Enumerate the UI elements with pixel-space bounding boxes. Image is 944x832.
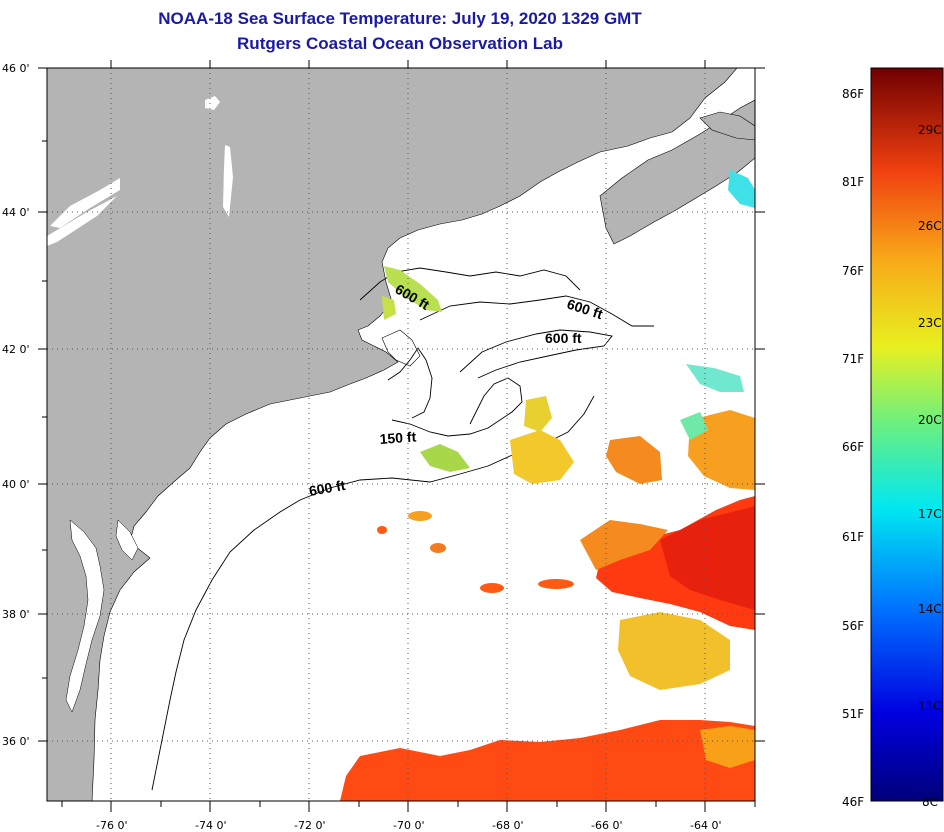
sst-patch-green [382, 296, 396, 320]
colorbar-c-label: 23C [918, 316, 942, 330]
lake [223, 145, 233, 217]
map-subtitle: Rutgers Coastal Ocean Observation Lab [237, 34, 563, 53]
colorbar-f-label: 71F [842, 352, 864, 366]
lake [47, 196, 117, 246]
sst-patch-cyan [728, 170, 755, 208]
contour-label: 600 ft [308, 477, 347, 499]
colorbar-c-label: 26C [918, 219, 942, 233]
delaware-bay [115, 519, 139, 561]
colorbar-f-label: 46F [842, 795, 864, 809]
map-gridlines [47, 68, 755, 801]
land-east-island [699, 111, 755, 141]
lon-label: -68 0' [492, 819, 524, 832]
colorbar-c-label: 11C [918, 699, 942, 713]
temperature-colorbar [870, 67, 944, 802]
sst-patch-yellow [524, 396, 552, 432]
sst-patch-warm [340, 720, 755, 801]
sst-patch-orange [606, 436, 662, 484]
lat-label: 36 0' [2, 735, 30, 748]
sst-patch-orange [408, 511, 432, 521]
sst-patch-green [384, 266, 442, 312]
lat-label: 38 0' [2, 608, 30, 621]
lat-label: 40 0' [2, 478, 30, 491]
lat-label: 44 0' [2, 206, 30, 219]
lon-label: -64 0' [690, 819, 722, 832]
sst-patch-hot [660, 506, 755, 610]
sst-patch-orange [580, 520, 668, 570]
cape-cod [381, 329, 421, 367]
lake [205, 96, 220, 110]
colorbar-f-label: 61F [842, 530, 864, 544]
map-title: NOAA-18 Sea Surface Temperature: July 19… [158, 9, 642, 28]
lon-label: -70 0' [393, 819, 425, 832]
colorbar-f-label: 51F [842, 707, 864, 721]
colorbar-c-label: 29C [918, 123, 942, 137]
colorbar-c-label: 8C [922, 795, 938, 809]
sst-patch-cyan [686, 364, 744, 392]
colorbar-c-label: 20C [918, 413, 942, 427]
sst-patch-orange [480, 583, 504, 593]
chesapeake-bay [65, 519, 105, 713]
colorbar-c-label: 17C [918, 507, 942, 521]
colorbar-f-label: 86F [842, 87, 864, 101]
lon-label: -66 0' [591, 819, 623, 832]
lat-label: 42 0' [2, 343, 30, 356]
axis-ticks [38, 60, 765, 812]
sst-patch-yellow [618, 612, 730, 690]
lon-label: -72 0' [294, 819, 326, 832]
colorbar-f-label: 76F [842, 264, 864, 278]
land-mainland [47, 68, 738, 801]
sst-patch-orange [377, 526, 387, 534]
contour-label: 600 ft [545, 330, 582, 346]
contour-label: 150 ft [379, 428, 417, 447]
sst-patch-orange [430, 543, 446, 553]
land-nova-scotia [599, 99, 755, 245]
sst-patch-cyan [680, 412, 708, 440]
lon-label: -76 0' [96, 819, 128, 832]
map-frame [46, 67, 756, 802]
lake [50, 178, 120, 228]
sst-patch-green [420, 444, 470, 472]
colorbar-f-label: 56F [842, 619, 864, 633]
sst-patch-warm [700, 726, 755, 768]
colorbar-f-label: 81F [842, 175, 864, 189]
lon-label: -74 0' [195, 819, 227, 832]
sst-patches [340, 170, 755, 801]
lat-label: 46 0' [2, 62, 30, 75]
colorbar-c-label: 14C [918, 602, 942, 616]
sst-patch-yellow [510, 430, 574, 484]
colorbar-f-label: 66F [842, 440, 864, 454]
sst-patch-orange [538, 579, 574, 589]
